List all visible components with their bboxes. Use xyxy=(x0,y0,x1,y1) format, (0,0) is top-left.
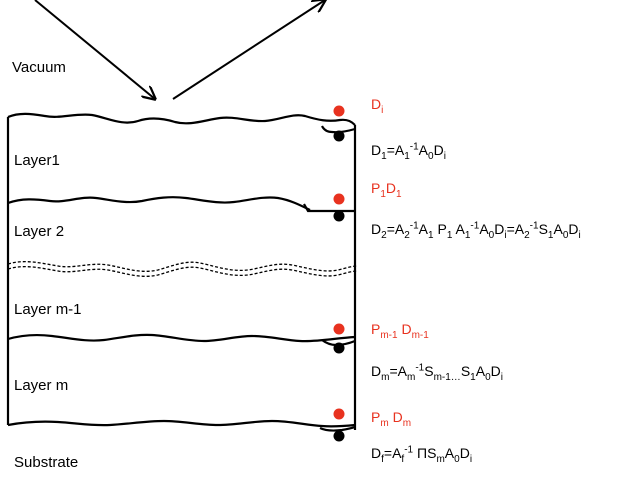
amplitude-label-i0: Di xyxy=(371,96,384,116)
interface-layer1-layer2 xyxy=(7,196,311,211)
subscript: 0 xyxy=(454,453,460,465)
black-marker-i1 xyxy=(333,210,345,222)
amplitude-label-i1: P1D1 xyxy=(371,180,402,200)
subscript: m xyxy=(436,453,445,465)
red-marker-i2 xyxy=(333,323,345,335)
subscript: f xyxy=(381,453,384,465)
subscript: 1 xyxy=(446,229,453,241)
red-marker-i0 xyxy=(333,105,345,117)
subscript: m xyxy=(402,417,412,429)
black-marker-i0 xyxy=(333,130,345,142)
layer1-label: Layer1 xyxy=(14,152,60,169)
black-marker-i3 xyxy=(333,430,345,442)
subscript: m-1 xyxy=(380,329,398,341)
layer-m1-label: Layer m-1 xyxy=(14,301,82,318)
subscript: 1 xyxy=(428,229,434,241)
subscript: 0 xyxy=(562,229,569,241)
reflected-beam-arrow xyxy=(172,0,325,100)
subscript: 1 xyxy=(396,188,402,200)
incident-beam-arrow xyxy=(34,0,155,99)
subscript: 2 xyxy=(524,229,530,241)
subscript: i xyxy=(578,229,581,241)
layer2-label: Layer 2 xyxy=(14,223,65,240)
subscript: 1 xyxy=(381,150,387,162)
subscript: 1 xyxy=(547,229,554,241)
interface-vacuum-layer1 xyxy=(7,112,356,126)
superscript: -1 xyxy=(470,220,480,232)
equation-i1: D2=A2-1A1 P1 A1-1A0Di=A2-1S1A0Di xyxy=(371,220,581,241)
subscript: m-1 xyxy=(411,329,429,341)
subscript: f xyxy=(401,453,405,465)
subscript: 1 xyxy=(404,150,410,162)
superscript: -1 xyxy=(415,362,425,374)
red-marker-i3 xyxy=(333,408,345,420)
interface-dashed-inner xyxy=(7,265,359,277)
vacuum-label: Vacuum xyxy=(12,59,66,76)
subscript: 1 xyxy=(470,371,476,383)
subscript: m-1… xyxy=(433,371,461,383)
substrate-label: Substrate xyxy=(14,454,79,471)
superscript: -1 xyxy=(409,220,419,232)
interface-dashed-outer xyxy=(7,260,359,272)
subscript: m xyxy=(380,417,389,429)
subscript: i xyxy=(381,104,384,116)
superscript: -1 xyxy=(409,141,419,153)
interface-step-1 xyxy=(303,203,355,213)
subscript: i xyxy=(443,150,446,162)
subscript: 2 xyxy=(381,229,387,241)
equation-i3: Df=Af-1 ΠSmA0Di xyxy=(371,444,473,465)
superscript: -1 xyxy=(404,444,414,456)
subscript: m xyxy=(406,371,416,383)
interface-notch-0 xyxy=(321,125,356,134)
subscript: 1 xyxy=(380,188,386,200)
subscript: 1 xyxy=(464,229,471,241)
subscript: i xyxy=(504,229,507,241)
interface-layer-m1-layer-m xyxy=(7,333,356,343)
black-marker-i2 xyxy=(333,342,345,354)
interface-layer-m-substrate xyxy=(7,419,356,428)
equation-i2: Dm=Am-1Sm-1…S1A0Di xyxy=(371,362,503,383)
layer-m-label: Layer m xyxy=(14,377,69,394)
interface-notch-3 xyxy=(319,425,356,432)
red-marker-i1 xyxy=(333,193,345,205)
subscript: m xyxy=(381,371,390,383)
subscript: 2 xyxy=(404,229,410,241)
subscript: 0 xyxy=(428,150,434,162)
amplitude-label-i2: Pm-1 Dm-1 xyxy=(371,321,429,341)
amplitude-label-i3: Pm Dm xyxy=(371,409,412,429)
subscript: 0 xyxy=(488,229,495,241)
subscript: 0 xyxy=(485,371,491,383)
equation-i0: D1=A1-1A0Di xyxy=(371,141,446,162)
subscript: i xyxy=(469,453,473,465)
superscript: -1 xyxy=(529,220,539,232)
subscript: i xyxy=(500,371,503,383)
